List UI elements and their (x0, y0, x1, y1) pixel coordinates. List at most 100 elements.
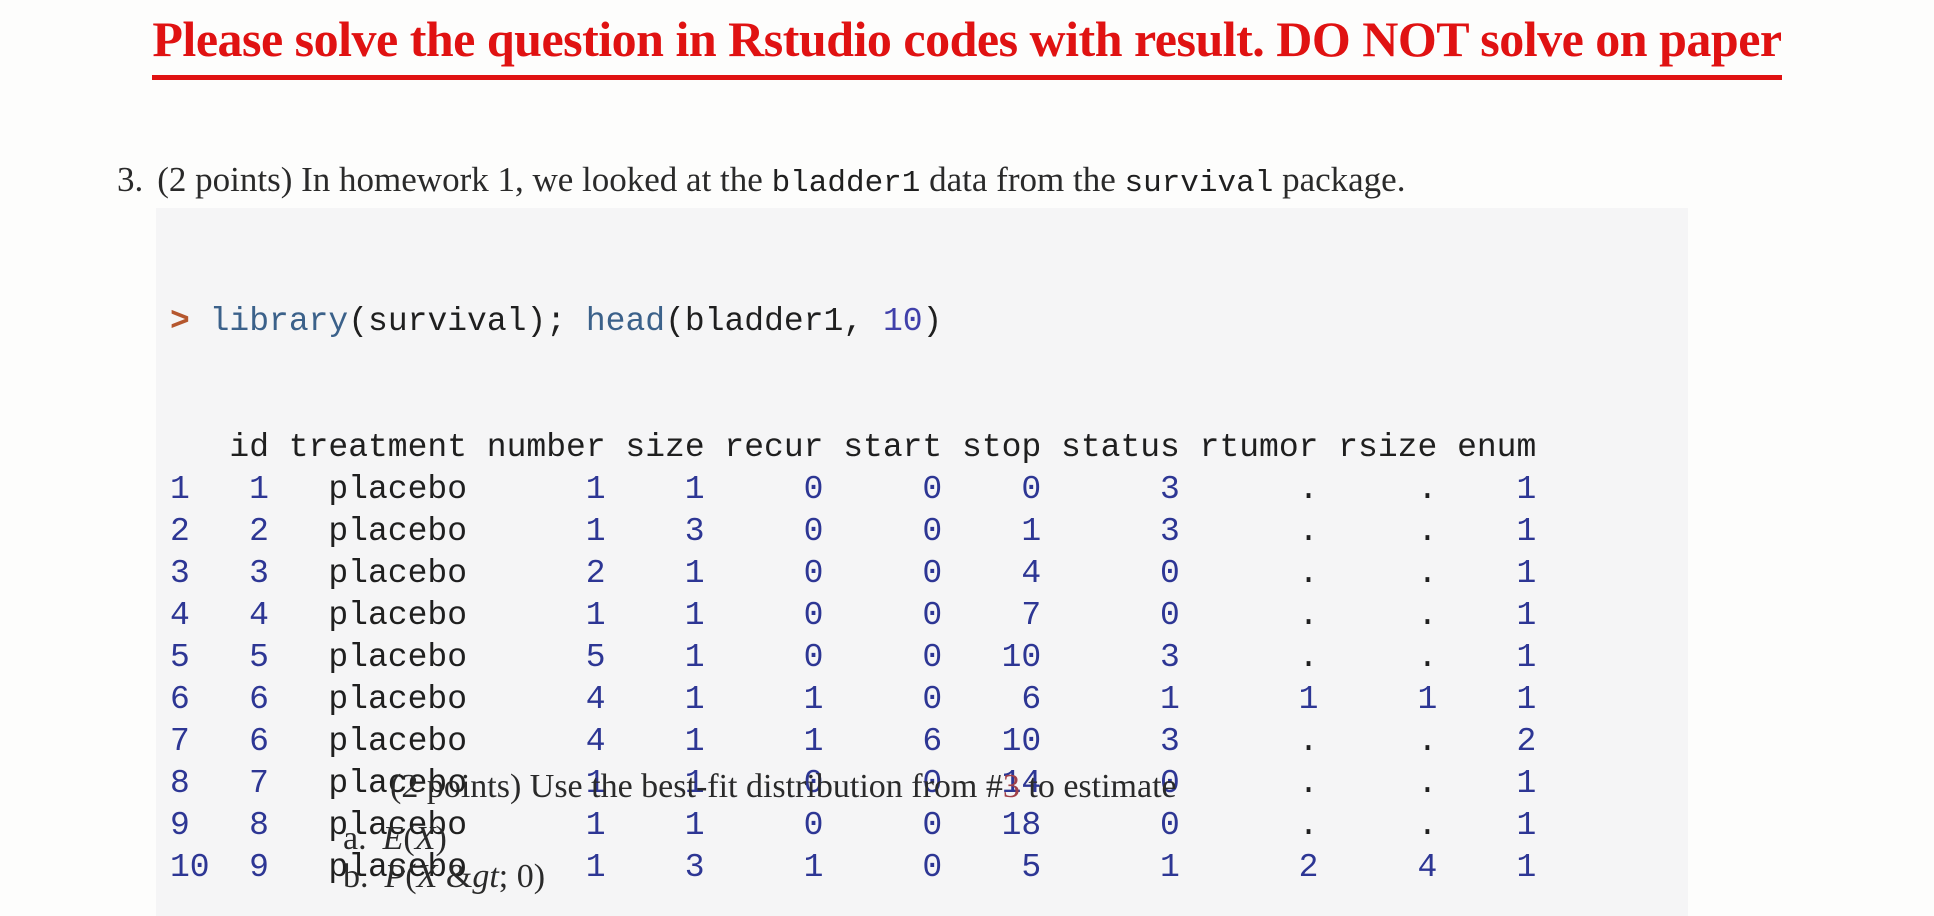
table-cell: . (1417, 723, 1438, 760)
table-cell: 6 (249, 723, 269, 760)
table-cell: 1 (1298, 681, 1319, 718)
table-cell: placebo (328, 513, 467, 550)
table-cell: 0 (922, 555, 943, 592)
table-cell: . (1417, 513, 1438, 550)
table-cell: status (1061, 429, 1180, 466)
dataset-name-code: bladder1 (771, 166, 921, 201)
table-cell: stop (962, 429, 1042, 466)
table-cell: id (229, 429, 269, 466)
table-cell: . (1298, 765, 1319, 802)
r-code-line: > library(survival); head(bladder1, 10) (170, 301, 1688, 343)
table-cell: 3 (684, 513, 705, 550)
table-cell: . (1298, 597, 1319, 634)
table-cell: 0 (1021, 471, 1042, 508)
table-cell: 0 (1160, 597, 1180, 634)
table-cell: 0 (922, 807, 943, 844)
table-cell: 14 (1001, 765, 1042, 802)
table-cell: 1 (684, 807, 705, 844)
question-line: 3. (2 points) In homework 1, we looked at… (117, 160, 1405, 201)
table-row: 7 6 placebo 4 1 1 6 10 3.. 2 (170, 721, 1688, 763)
table-cell: 1 (1516, 555, 1537, 592)
question-reference: 3 (1002, 768, 1020, 805)
table-cell: 1 (170, 471, 190, 508)
table-cell: 8 (249, 807, 269, 844)
table-cell: 7 (170, 723, 190, 760)
table-cell: 1 (684, 681, 705, 718)
table-row: 6 6 placebo 4 1 1 0 6 1 1 1 1 (170, 679, 1688, 721)
table-cell: start (843, 429, 943, 466)
table-cell: . (1298, 555, 1319, 592)
table-cell: . (1417, 807, 1438, 844)
code-token: 10 (882, 303, 923, 340)
table-cell: 1 (1417, 681, 1438, 718)
table-cell: 1 (1516, 471, 1537, 508)
table-cell: 2 (170, 513, 190, 550)
table-cell: placebo (328, 765, 467, 802)
table-cell: placebo (328, 681, 467, 718)
table-cell: 1 (684, 597, 705, 634)
table-cell: 1 (585, 471, 606, 508)
table-cell: 1 (684, 639, 705, 676)
table-cell: 10 (170, 849, 210, 886)
table-cell: 1 (684, 555, 705, 592)
table-cell: 0 (1160, 807, 1180, 844)
table-cell: 0 (803, 639, 824, 676)
table-cell: 3 (1160, 471, 1180, 508)
instruction-banner-text: Please solve the question in Rstudio cod… (152, 10, 1782, 80)
table-cell: placebo (328, 597, 467, 634)
table-cell: . (1417, 597, 1438, 634)
table-cell: 1 (684, 765, 705, 802)
table-cell: 0 (803, 555, 824, 592)
table-cell: 1 (1021, 513, 1042, 550)
table-cell: placebo (328, 639, 467, 676)
table-cell: 1 (1516, 597, 1537, 634)
r-console-output: > library(survival); head(bladder1, 10) … (156, 208, 1688, 916)
table-cell: 5 (249, 639, 269, 676)
table-cell: 1 (1160, 681, 1180, 718)
table-cell: 3 (1160, 639, 1180, 676)
table-cell: 10 (1001, 639, 1042, 676)
table-cell: 4 (585, 681, 606, 718)
table-cell: 7 (1021, 597, 1042, 634)
question-text-prefix: (2 points) In homework 1, we looked at t… (157, 160, 772, 199)
code-token: (survival); (348, 303, 586, 340)
table-cell: 2 (1298, 849, 1319, 886)
item-math-expression: E(X) (382, 820, 447, 857)
table-cell: 2 (1516, 723, 1537, 760)
table-cell: 1 (1516, 849, 1537, 886)
table-cell: 1 (1516, 807, 1537, 844)
table-cell: 1 (585, 597, 606, 634)
table-cell: . (1298, 471, 1319, 508)
table-cell: 6 (249, 681, 269, 718)
table-cell: 1 (1516, 765, 1537, 802)
table-cell: 1 (1160, 849, 1180, 886)
list-item: a. E(X) (343, 820, 545, 858)
table-cell (170, 427, 210, 469)
table-cell: number (486, 429, 606, 466)
table-cell: 4 (585, 723, 606, 760)
table-cell: 8 (170, 765, 190, 802)
console-prompt: > (170, 303, 210, 340)
table-cell: 1 (684, 723, 705, 760)
table-cell: size (625, 429, 705, 466)
table-cell: placebo (328, 807, 467, 844)
table-cell: 0 (803, 807, 824, 844)
table-cell: 3 (170, 555, 190, 592)
r-output-table: id treatment number size recur start stop statu… (170, 427, 1688, 889)
table-cell: placebo (328, 849, 467, 886)
table-row: 1 1 placebo 1 1 0 0 0 3.. 1 (170, 469, 1688, 511)
table-cell: 1 (249, 471, 269, 508)
table-cell: 0 (1160, 555, 1180, 592)
table-cell: 0 (1160, 765, 1180, 802)
table-cell: 5 (1021, 849, 1042, 886)
table-cell: treatment (288, 429, 468, 466)
list-item: b. P(X &gt; 0) (343, 858, 545, 896)
table-cell: 6 (1021, 681, 1042, 718)
item-label: b. (343, 858, 369, 895)
estimate-suffix: to estimate (1019, 768, 1177, 805)
item-math-expression: P(X &gt; 0) (384, 858, 546, 895)
table-cell: 4 (170, 597, 190, 634)
estimate-prefix: (2 points) Use the best-fit distribution… (390, 768, 986, 805)
table-cell: 0 (803, 765, 824, 802)
table-cell: rtumor (1199, 429, 1319, 466)
